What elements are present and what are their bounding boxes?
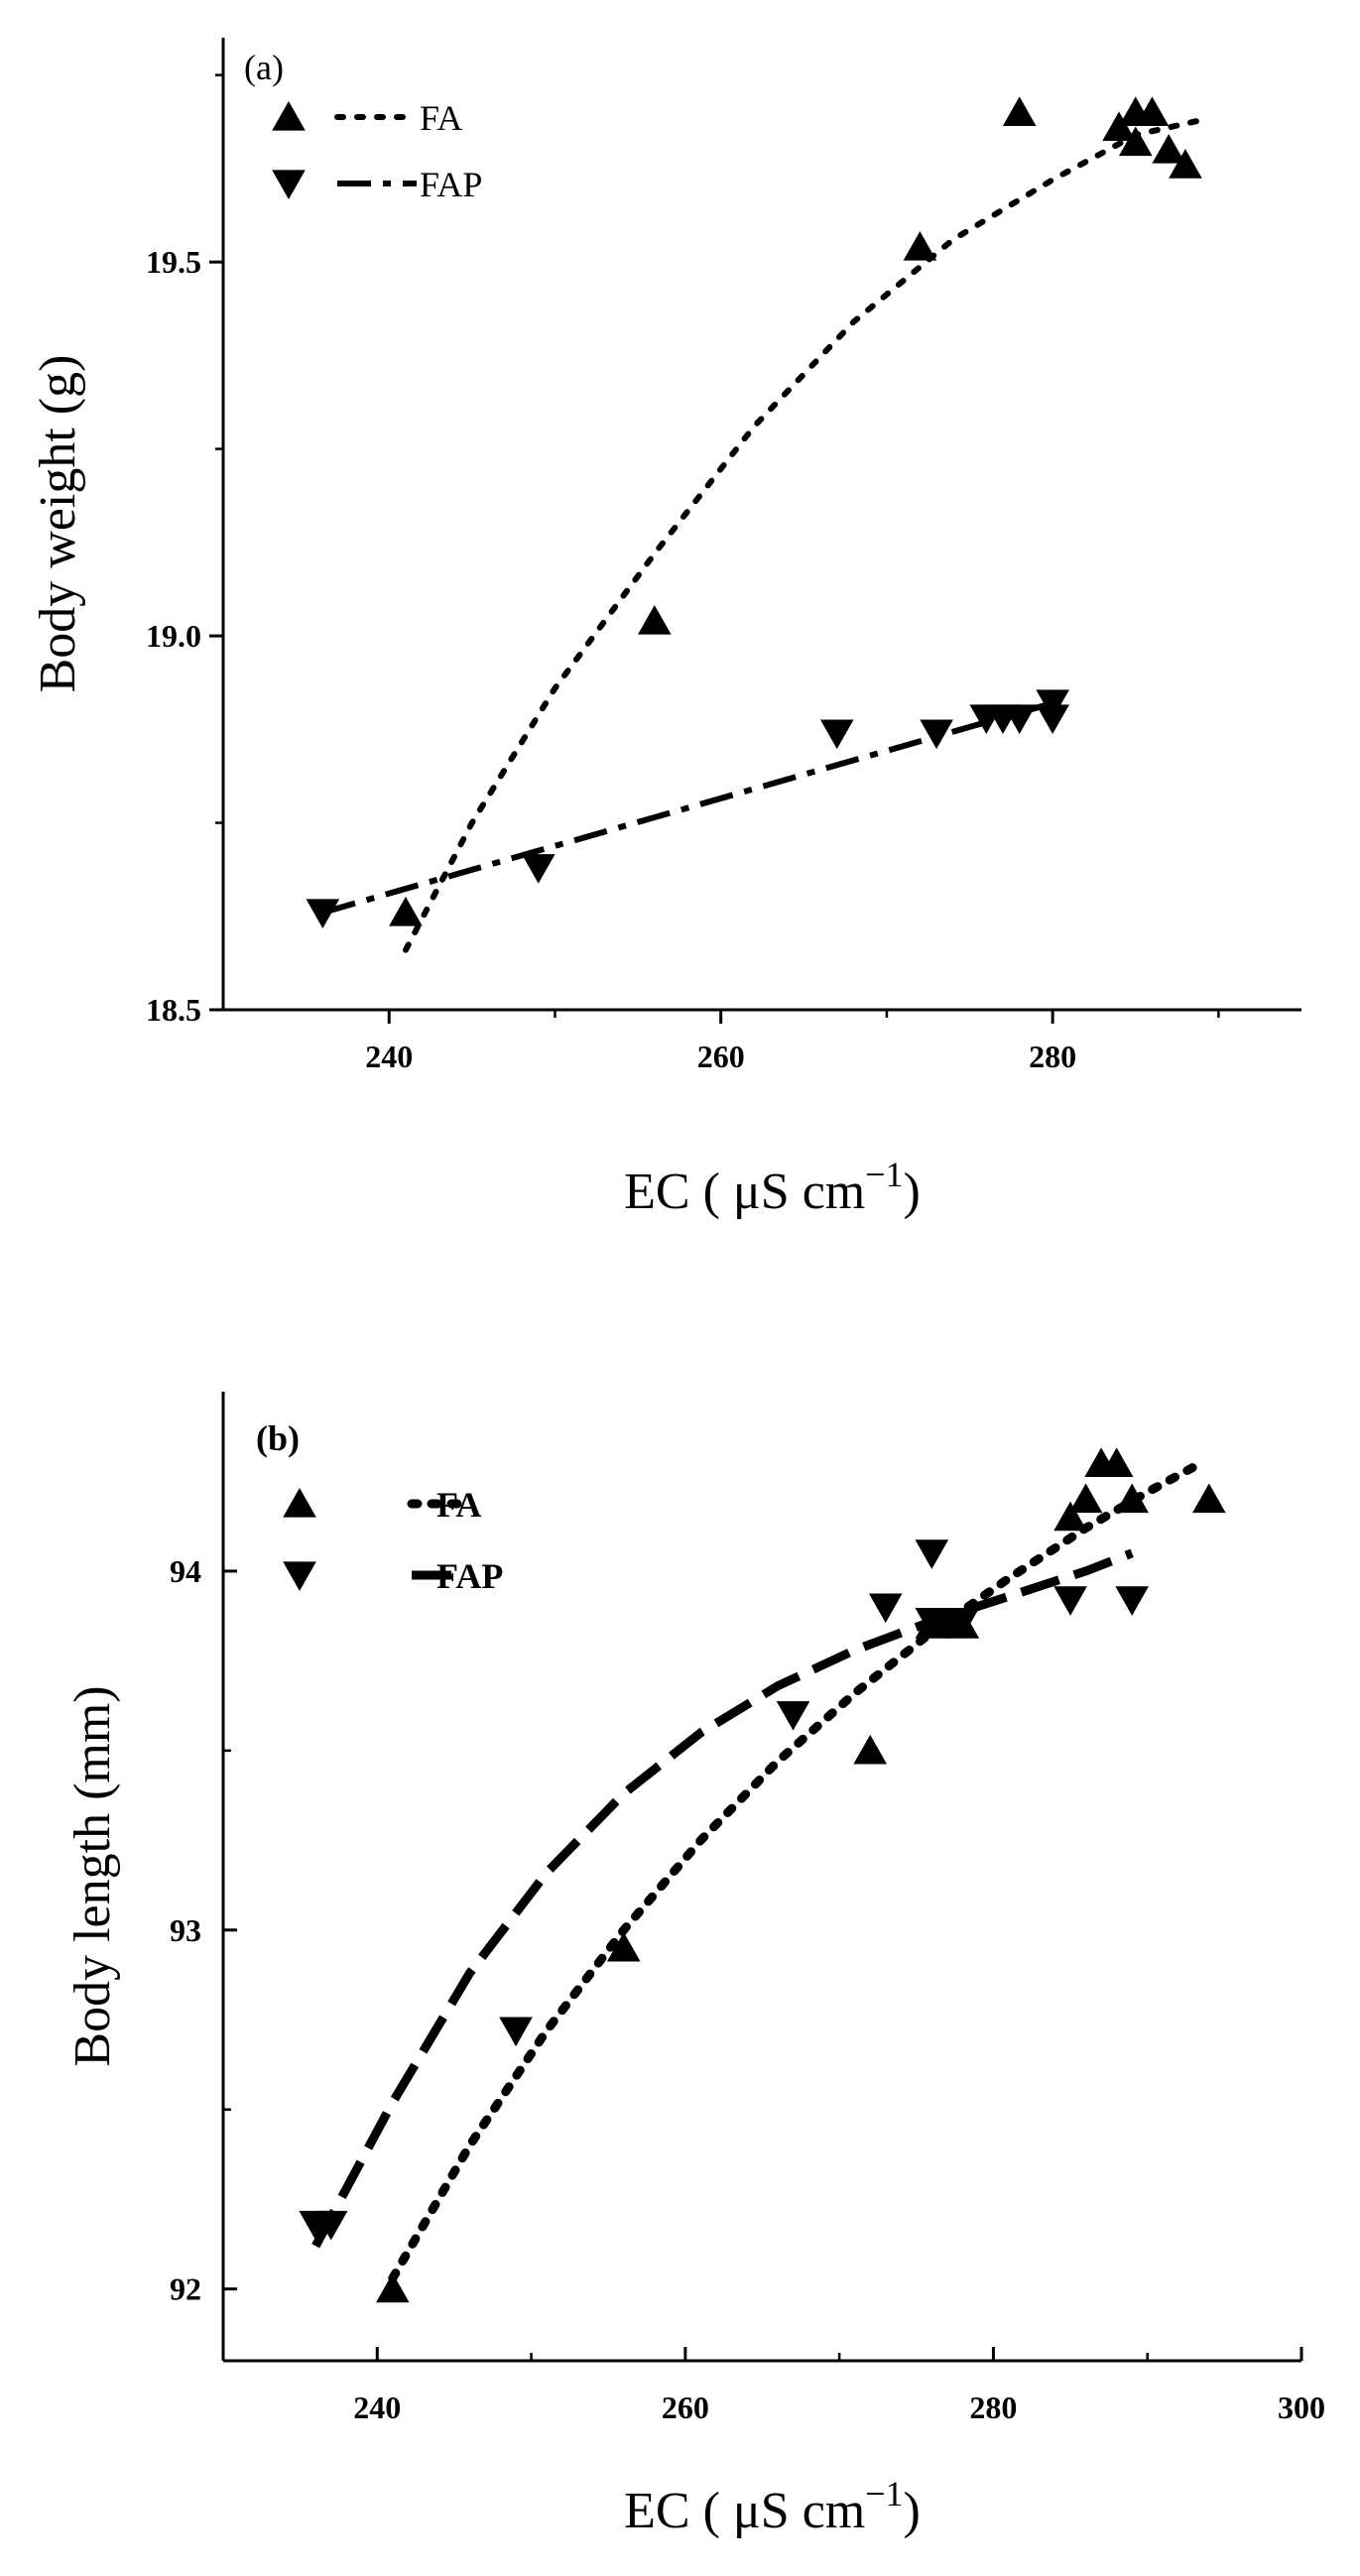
x-axis-title-superscript: −1 [865, 1155, 903, 1194]
y-tick-label: 19.0 [146, 618, 201, 654]
fit-line-fap [311, 1548, 1134, 2249]
legend: FA FAP [272, 98, 482, 204]
y-axis-title: Body length (mm) [64, 1685, 121, 2066]
data-point-fap [499, 2017, 533, 2047]
data-point-fa [1099, 1447, 1134, 1477]
x-axis-title-main: EC ( μS cm [624, 2483, 865, 2539]
x-axis-title-close: ) [904, 2483, 921, 2539]
data-point-fa [903, 231, 937, 261]
data-point-fap [1053, 1586, 1087, 1616]
x-axis-title-main: EC ( μS cm [624, 1164, 865, 1220]
data-point-fap [1036, 704, 1069, 734]
data-point-fap [1036, 689, 1069, 719]
data-point-fap [776, 1701, 810, 1731]
data-point-fa [1115, 1483, 1149, 1514]
legend-label-fa: FA [436, 1485, 481, 1525]
y-axis-title: Body weight (g) [30, 355, 86, 693]
data-point-fa [638, 605, 672, 635]
x-axis-title-close: ) [904, 1164, 921, 1220]
data-point-fa [1053, 1501, 1087, 1532]
panel-a: 240 260 280 18.5 19.0 19.5 EC ( μS cm−1) Body w… [30, 38, 1301, 1220]
y-tick-label: 94 [170, 1553, 201, 1589]
data-point-fa [606, 1931, 641, 1962]
legend-label-fap: FAP [420, 165, 482, 204]
data-point-fap [313, 2210, 348, 2241]
x-tick-label: 280 [1029, 1039, 1076, 1074]
data-point-fa [853, 1734, 887, 1765]
fit-line-fap [321, 700, 1054, 916]
data-point-fap [819, 719, 854, 750]
data-point-fa [1068, 1483, 1103, 1514]
data-point-fap [1002, 704, 1037, 734]
data-point-fa [1169, 149, 1202, 179]
data-point-fa [1118, 126, 1153, 157]
data-point-fa [389, 897, 423, 926]
fit-line-fa [388, 1462, 1198, 2283]
data-point-fap [1115, 1586, 1149, 1616]
x-tick-label: 300 [1278, 2390, 1325, 2425]
legend-marker-fa [272, 101, 306, 131]
x-tick-label: 260 [662, 2390, 709, 2425]
legend: FA FAP [283, 1485, 503, 1596]
x-axis-title-superscript: −1 [865, 2474, 903, 2514]
data-point-fap [945, 1607, 980, 1638]
data-point-fa [1102, 111, 1136, 142]
fit-line-fa [403, 116, 1205, 953]
legend-marker-fa [283, 1488, 316, 1518]
data-point-fap [920, 719, 953, 750]
data-point-fap [915, 1539, 949, 1569]
panel-label: (a) [244, 48, 284, 87]
x-tick-label: 240 [353, 2390, 401, 2425]
legend-label-fa: FA [420, 98, 462, 138]
legend-marker-fap [272, 170, 306, 199]
panel-label: (b) [256, 1418, 300, 1458]
y-tick-label: 93 [170, 1912, 201, 1948]
data-point-fap [868, 1593, 903, 1624]
data-point-fap [521, 854, 556, 884]
x-tick-label: 280 [969, 2390, 1017, 2425]
data-point-fa [376, 2272, 410, 2303]
data-point-fa [1152, 134, 1186, 164]
data-point-fa [1192, 1483, 1226, 1514]
legend-label-fap: FAP [436, 1556, 503, 1596]
panel-b: 240 260 280 300 92 93 94 EC ( μS cm−1) Body leng… [64, 1392, 1325, 2539]
data-point-fa [1002, 96, 1037, 126]
y-tick-label: 18.5 [146, 992, 201, 1028]
y-tick-label: 92 [170, 2271, 201, 2307]
y-tick-label: 19.5 [146, 244, 201, 280]
x-tick-label: 260 [697, 1039, 745, 1074]
x-tick-label: 240 [365, 1039, 413, 1074]
x-axis-title: EC ( μS cm−1) [624, 2474, 921, 2539]
data-point-fap [306, 899, 340, 928]
legend-marker-fap [283, 1561, 316, 1591]
data-point-fa [1135, 96, 1170, 126]
x-axis-title: EC ( μS cm−1) [624, 1155, 921, 1220]
